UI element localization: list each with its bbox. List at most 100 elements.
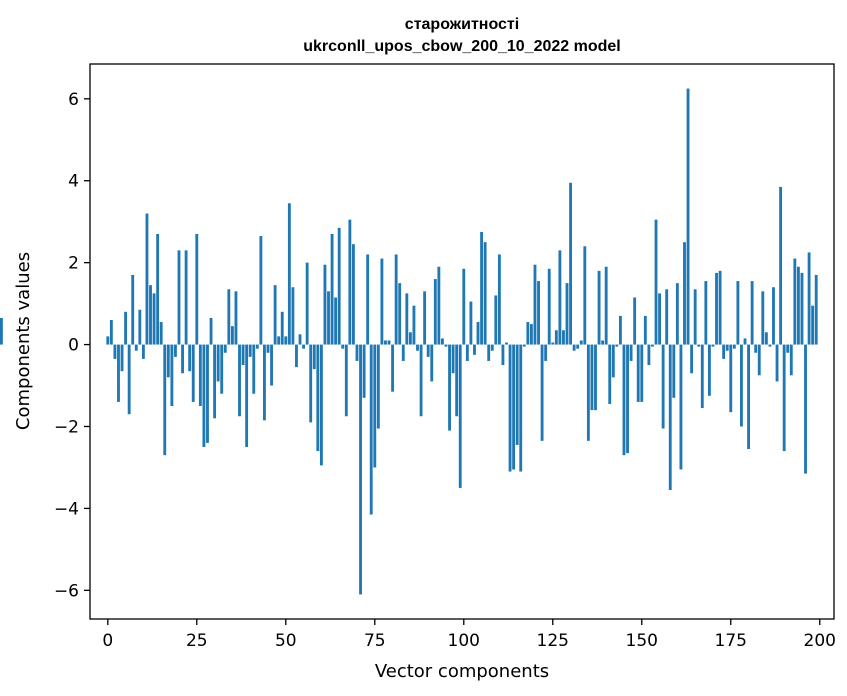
bar-114 xyxy=(512,344,516,470)
bar-143 xyxy=(615,344,619,347)
bar-65 xyxy=(337,227,341,345)
bar-134 xyxy=(583,246,587,345)
bar-49 xyxy=(280,311,284,345)
bar-43 xyxy=(259,236,263,345)
bar-125 xyxy=(551,342,555,345)
bar-89 xyxy=(423,291,427,345)
y-tick-label: −2 xyxy=(54,417,79,437)
x-tick-label: 25 xyxy=(186,631,208,651)
bar-42 xyxy=(255,344,259,349)
bar-19 xyxy=(174,344,177,357)
bar-175 xyxy=(729,344,733,413)
bar-121 xyxy=(537,281,540,345)
bar-124 xyxy=(547,268,551,345)
bar-8 xyxy=(134,344,138,351)
y-axis-label: Components values xyxy=(13,252,34,430)
chart-title-line-1: старожитності xyxy=(405,16,519,33)
x-tick-label: 75 xyxy=(364,631,386,651)
bar-157 xyxy=(665,289,669,345)
bar-139 xyxy=(601,340,605,345)
bar-180 xyxy=(747,344,750,450)
bar-58 xyxy=(312,344,316,370)
bar-100 xyxy=(462,268,466,345)
bar-158 xyxy=(668,344,672,490)
bar-160 xyxy=(675,283,679,345)
y-tick-label: 4 xyxy=(68,172,79,192)
bar-146 xyxy=(626,344,629,454)
bar-14 xyxy=(156,233,160,345)
bar-111 xyxy=(501,344,505,366)
bar-46 xyxy=(270,344,273,386)
bar-83 xyxy=(401,344,405,361)
bar-116 xyxy=(519,344,523,472)
bar-130 xyxy=(569,182,572,345)
bar-107 xyxy=(487,344,491,361)
bar-92 xyxy=(433,279,437,345)
bar-95 xyxy=(444,344,448,347)
bar-69 xyxy=(352,244,355,345)
bar-131 xyxy=(572,344,576,351)
bar-129 xyxy=(565,283,569,345)
bar-149 xyxy=(636,344,640,402)
bar-60 xyxy=(319,344,323,466)
bar-154 xyxy=(654,219,658,345)
bar-undefined xyxy=(0,317,3,345)
bar-36 xyxy=(234,291,238,345)
bar-17 xyxy=(166,344,170,378)
bar-195 xyxy=(800,272,804,345)
bar-104 xyxy=(476,322,480,345)
bar-190 xyxy=(782,344,786,452)
plot-area-frame xyxy=(89,63,835,620)
y-tick-label: 2 xyxy=(68,254,79,274)
x-tick-label: 50 xyxy=(275,631,297,651)
bar-44 xyxy=(263,344,266,421)
bar-20 xyxy=(177,250,181,345)
bar-199 xyxy=(814,274,818,345)
bar-52 xyxy=(291,287,295,345)
bar-78 xyxy=(384,340,387,345)
bar-150 xyxy=(640,344,644,402)
bar-64 xyxy=(334,297,338,345)
bar-0 xyxy=(106,336,110,345)
bar-168 xyxy=(704,281,708,345)
bar-28 xyxy=(206,344,209,443)
bar-71 xyxy=(359,344,362,595)
bar-170 xyxy=(711,344,715,347)
bar-82 xyxy=(398,283,402,345)
bar-172 xyxy=(718,270,722,345)
bar-26 xyxy=(198,344,202,407)
bar-194 xyxy=(796,266,800,345)
bar-11 xyxy=(145,213,149,345)
bar-128 xyxy=(562,330,565,345)
bar-38 xyxy=(241,344,245,366)
y-tick-label: 6 xyxy=(68,90,79,110)
x-axis-ticks: 0 25 50 75 100 125 150 175 200 xyxy=(102,619,836,651)
bar-93 xyxy=(437,266,441,345)
bar-51 xyxy=(287,203,291,345)
bar-16 xyxy=(163,344,167,456)
bar-103 xyxy=(473,344,476,355)
bar-61 xyxy=(323,264,327,345)
bar-12 xyxy=(149,285,152,345)
bar-126 xyxy=(554,330,558,345)
bar-123 xyxy=(544,344,548,361)
bar-31 xyxy=(216,344,220,382)
bar-55 xyxy=(302,344,306,349)
bar-74 xyxy=(369,344,373,515)
y-tick-label: 0 xyxy=(68,336,79,356)
bar-145 xyxy=(622,344,626,456)
x-tick-label: 0 xyxy=(102,631,113,651)
bar-62 xyxy=(327,291,330,345)
bar-117 xyxy=(522,344,526,347)
bar-33 xyxy=(223,344,227,353)
bar-3 xyxy=(117,344,120,402)
bar-29 xyxy=(209,317,213,345)
bar-47 xyxy=(273,285,277,345)
x-tick-label: 200 xyxy=(804,631,836,651)
bar-88 xyxy=(419,344,423,417)
bar-27 xyxy=(202,344,206,447)
bar-147 xyxy=(629,344,633,361)
bar-112 xyxy=(505,342,508,345)
bar-135 xyxy=(586,344,590,441)
